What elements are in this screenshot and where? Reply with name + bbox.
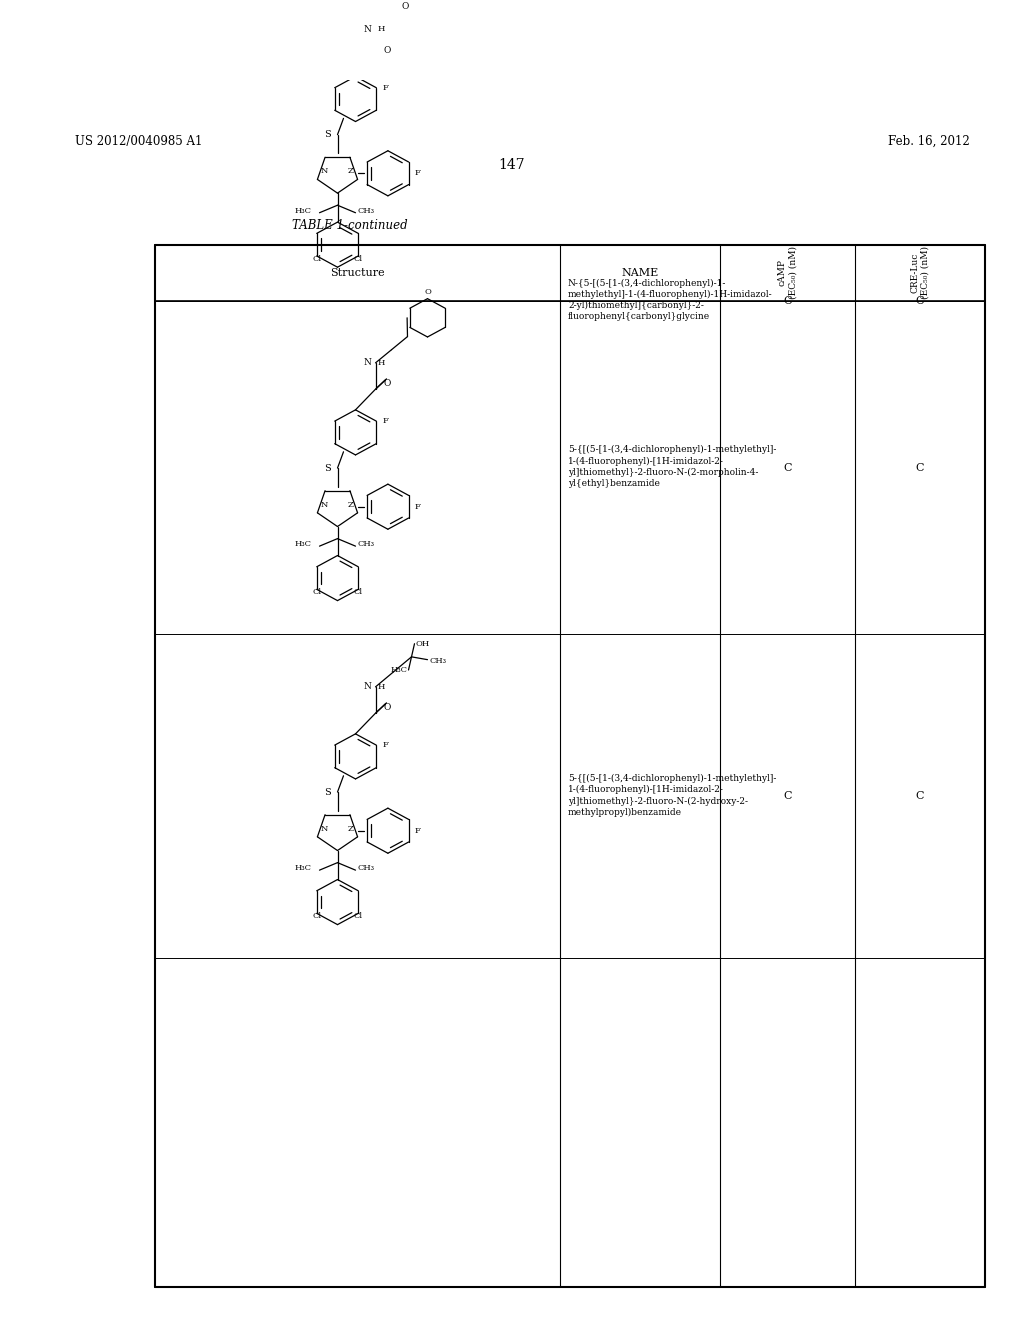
Text: O: O bbox=[401, 3, 409, 12]
Text: US 2012/0040985 A1: US 2012/0040985 A1 bbox=[75, 135, 203, 148]
Text: CRE-Luc
(EC₅₀) (nM): CRE-Luc (EC₅₀) (nM) bbox=[910, 247, 930, 300]
Text: yl]thiomethyl}-2-fluoro-N-(2-morpholin-4-: yl]thiomethyl}-2-fluoro-N-(2-morpholin-4… bbox=[568, 467, 759, 477]
Text: H₃C: H₃C bbox=[295, 865, 311, 873]
Text: H: H bbox=[378, 682, 385, 690]
Text: F: F bbox=[383, 83, 388, 91]
Text: Feb. 16, 2012: Feb. 16, 2012 bbox=[888, 135, 970, 148]
Text: F: F bbox=[415, 503, 421, 511]
Text: CH₃: CH₃ bbox=[357, 207, 375, 215]
Text: S: S bbox=[325, 463, 331, 473]
Text: 147: 147 bbox=[499, 158, 525, 173]
Text: O: O bbox=[384, 46, 391, 54]
Text: 5-{[(5-[1-(3,4-dichlorophenyl)-1-methylethyl]-: 5-{[(5-[1-(3,4-dichlorophenyl)-1-methyle… bbox=[568, 445, 776, 454]
Text: O: O bbox=[384, 704, 391, 711]
Text: F: F bbox=[383, 417, 388, 425]
Text: CH₃: CH₃ bbox=[429, 656, 446, 664]
Text: CH₃: CH₃ bbox=[357, 540, 375, 548]
Text: C: C bbox=[783, 792, 792, 801]
Text: S: S bbox=[325, 131, 331, 139]
Text: Cl: Cl bbox=[312, 255, 322, 263]
Text: C: C bbox=[783, 463, 792, 473]
Text: Cl: Cl bbox=[354, 912, 362, 920]
Text: Z: Z bbox=[348, 500, 353, 508]
Text: S: S bbox=[325, 788, 331, 796]
Text: Z: Z bbox=[348, 825, 353, 833]
Text: Cl: Cl bbox=[312, 912, 322, 920]
Text: N-{5-[(5-[1-(3,4-dichlorophenyl)-1-: N-{5-[(5-[1-(3,4-dichlorophenyl)-1- bbox=[568, 279, 726, 288]
Text: N: N bbox=[321, 825, 328, 833]
Text: N: N bbox=[364, 25, 372, 34]
Text: 5-{[(5-[1-(3,4-dichlorophenyl)-1-methylethyl]-: 5-{[(5-[1-(3,4-dichlorophenyl)-1-methyle… bbox=[568, 774, 776, 783]
Text: cAMP
(EC₅₀) (nM): cAMP (EC₅₀) (nM) bbox=[778, 247, 798, 300]
Text: NAME: NAME bbox=[622, 268, 658, 277]
Text: F: F bbox=[415, 169, 421, 177]
Text: O: O bbox=[384, 379, 391, 388]
Text: C: C bbox=[915, 792, 925, 801]
Text: H₃C: H₃C bbox=[295, 540, 311, 548]
Text: Z: Z bbox=[348, 168, 353, 176]
Text: Cl: Cl bbox=[312, 589, 322, 597]
Text: methylethyl]-1-(4-fluorophenyl)-1H-imidazol-: methylethyl]-1-(4-fluorophenyl)-1H-imida… bbox=[568, 290, 773, 298]
Text: CH₃: CH₃ bbox=[357, 865, 375, 873]
Text: yl{ethyl}benzamide: yl{ethyl}benzamide bbox=[568, 479, 659, 488]
Text: fluorophenyl{carbonyl}glycine: fluorophenyl{carbonyl}glycine bbox=[568, 313, 710, 321]
Text: C: C bbox=[915, 463, 925, 473]
Text: 1-(4-fluorophenyl)-[1H-imidazol-2-: 1-(4-fluorophenyl)-[1H-imidazol-2- bbox=[568, 457, 724, 466]
Text: Structure: Structure bbox=[330, 268, 385, 277]
Text: N: N bbox=[364, 682, 372, 692]
Text: F: F bbox=[415, 826, 421, 834]
Text: H₃C: H₃C bbox=[390, 667, 408, 675]
Text: C: C bbox=[915, 296, 925, 306]
Text: H: H bbox=[378, 359, 385, 367]
Text: TABLE 1-continued: TABLE 1-continued bbox=[292, 219, 408, 232]
Text: H: H bbox=[378, 25, 385, 33]
Text: H₃C: H₃C bbox=[295, 207, 311, 215]
Text: N: N bbox=[321, 500, 328, 508]
Text: 2-yl)thiomethyl]{carbonyl}-2-: 2-yl)thiomethyl]{carbonyl}-2- bbox=[568, 301, 703, 310]
Text: yl]thiomethyl}-2-fluoro-N-(2-hydroxy-2-: yl]thiomethyl}-2-fluoro-N-(2-hydroxy-2- bbox=[568, 796, 748, 805]
Text: N: N bbox=[321, 168, 328, 176]
Text: OH: OH bbox=[416, 640, 430, 648]
Text: 1-(4-fluorophenyl)-[1H-imidazol-2-: 1-(4-fluorophenyl)-[1H-imidazol-2- bbox=[568, 785, 724, 795]
Text: C: C bbox=[783, 296, 792, 306]
Text: methylpropyl)benzamide: methylpropyl)benzamide bbox=[568, 808, 682, 817]
Text: Cl: Cl bbox=[354, 255, 362, 263]
Text: F: F bbox=[383, 741, 388, 750]
Text: O: O bbox=[424, 288, 431, 296]
Text: N: N bbox=[364, 359, 372, 367]
Text: Cl: Cl bbox=[354, 589, 362, 597]
